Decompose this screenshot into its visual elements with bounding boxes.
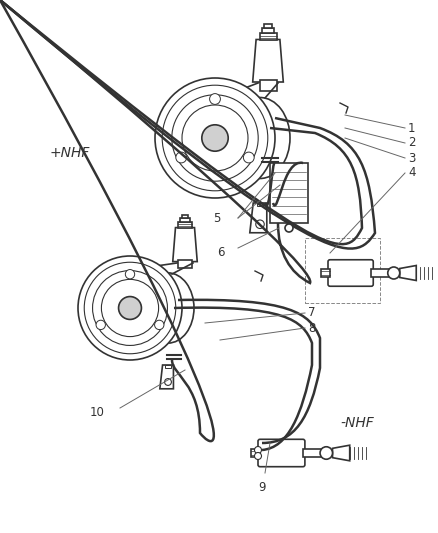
Text: +NHF: +NHF: [50, 146, 90, 160]
Circle shape: [96, 320, 106, 329]
Text: -NHF: -NHF: [340, 416, 374, 430]
Circle shape: [388, 267, 400, 279]
Bar: [305, 238, 380, 303]
Bar: [264, 24, 272, 28]
Circle shape: [125, 270, 134, 279]
Circle shape: [155, 320, 164, 329]
Circle shape: [320, 447, 332, 459]
Polygon shape: [173, 228, 197, 262]
Circle shape: [254, 453, 261, 459]
Bar: [371, 269, 390, 277]
Circle shape: [256, 220, 264, 229]
Bar: [251, 449, 260, 457]
Text: 2: 2: [408, 136, 416, 149]
Circle shape: [202, 125, 228, 151]
Bar: [303, 449, 322, 457]
Circle shape: [165, 378, 171, 385]
Text: 6: 6: [218, 246, 225, 260]
Ellipse shape: [142, 273, 194, 343]
Circle shape: [210, 94, 220, 104]
Polygon shape: [332, 445, 350, 461]
Text: 9: 9: [258, 481, 266, 494]
Text: 3: 3: [408, 151, 415, 165]
Polygon shape: [250, 203, 267, 233]
Bar: [182, 215, 188, 218]
Circle shape: [155, 78, 275, 198]
FancyBboxPatch shape: [328, 260, 373, 286]
Polygon shape: [400, 265, 416, 280]
Bar: [165, 365, 171, 368]
Bar: [270, 163, 308, 223]
Circle shape: [254, 447, 261, 454]
Text: 1: 1: [408, 122, 416, 134]
Circle shape: [119, 296, 141, 319]
Bar: [259, 33, 276, 39]
Text: 10: 10: [90, 407, 105, 419]
Circle shape: [244, 152, 254, 163]
Circle shape: [176, 152, 187, 163]
Text: 5: 5: [212, 212, 220, 224]
Bar: [178, 260, 192, 269]
Polygon shape: [160, 365, 173, 389]
Text: 7: 7: [308, 306, 315, 319]
Bar: [180, 218, 190, 222]
Bar: [259, 80, 276, 91]
Circle shape: [285, 224, 293, 232]
Bar: [321, 269, 330, 277]
Polygon shape: [253, 39, 283, 82]
FancyBboxPatch shape: [258, 439, 305, 467]
Ellipse shape: [230, 98, 290, 179]
Bar: [178, 222, 192, 228]
Bar: [257, 203, 263, 206]
Circle shape: [78, 256, 182, 360]
Text: 8: 8: [308, 321, 315, 335]
Text: 4: 4: [408, 166, 416, 180]
Bar: [262, 28, 274, 33]
